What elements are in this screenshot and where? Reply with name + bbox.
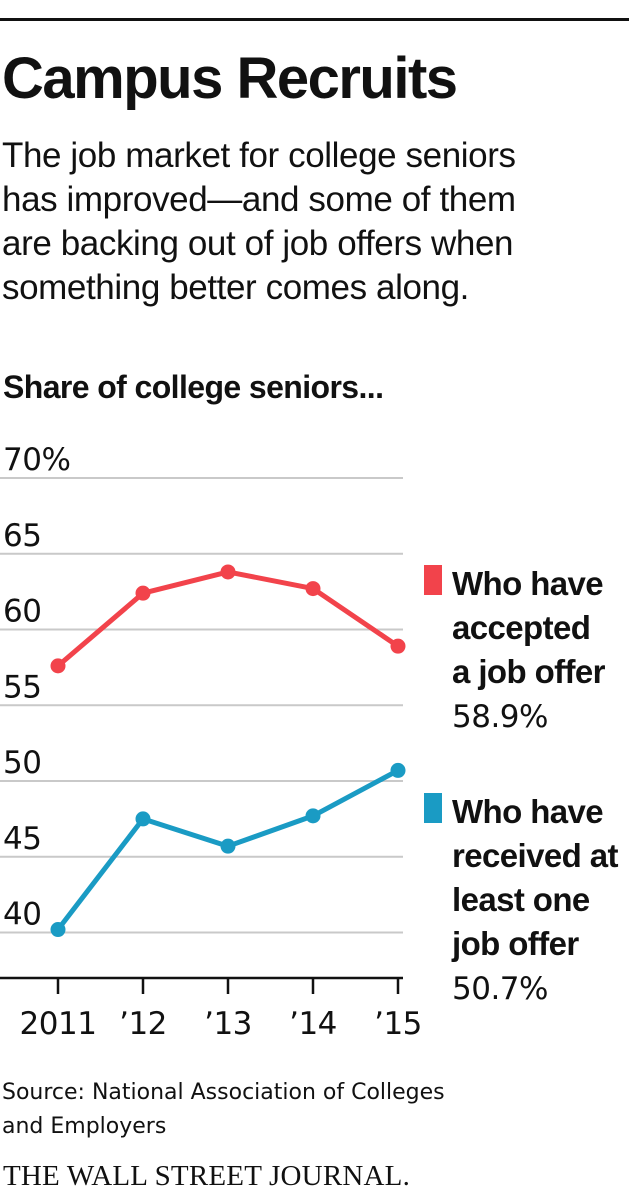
y-tick-label: 55 bbox=[3, 669, 41, 705]
legend-value: 58.9% bbox=[452, 699, 548, 735]
x-axis bbox=[0, 976, 403, 994]
legend-swatch bbox=[424, 565, 442, 595]
x-tick-label: ’13 bbox=[204, 1006, 252, 1042]
chart-title: Campus Recruits bbox=[2, 46, 458, 111]
y-tick-label: 60 bbox=[3, 594, 41, 630]
series-line-1 bbox=[55, 569, 401, 669]
legend-label: Who have bbox=[452, 565, 603, 602]
y-tick-label: 50 bbox=[3, 745, 41, 781]
data-point bbox=[305, 808, 321, 824]
subtitle-line: has improved—and some of them bbox=[2, 180, 516, 219]
legend-label: Who have bbox=[452, 793, 603, 830]
subtitle-line: something better comes along. bbox=[2, 268, 470, 307]
source-line: Source: National Association of Colleges bbox=[2, 1080, 445, 1105]
legend-label: accepted bbox=[452, 609, 590, 646]
y-tick-label: 70% bbox=[3, 442, 70, 478]
data-point bbox=[50, 922, 66, 938]
source-line: and Employers bbox=[2, 1114, 167, 1139]
top-rule bbox=[0, 18, 629, 21]
data-point bbox=[135, 811, 151, 827]
legend-label: least one bbox=[452, 881, 590, 918]
data-point bbox=[305, 581, 321, 597]
data-point bbox=[390, 762, 406, 778]
chart-heading: Share of college seniors... bbox=[3, 369, 384, 405]
legend-label: a job offer bbox=[452, 653, 606, 690]
data-point bbox=[135, 585, 151, 601]
legend-label: received at bbox=[452, 837, 618, 874]
legend-label: job offer bbox=[451, 925, 579, 962]
legend-swatch bbox=[424, 793, 442, 823]
chart-subtitle: The job market for college seniors has i… bbox=[2, 134, 632, 310]
x-tick-label: ’14 bbox=[289, 1006, 337, 1042]
y-tick-label: 40 bbox=[3, 897, 41, 933]
legend-value: 50.7% bbox=[452, 971, 548, 1007]
gridlines bbox=[0, 477, 403, 934]
data-point bbox=[50, 658, 66, 674]
y-tick-label: 65 bbox=[3, 518, 41, 554]
data-point bbox=[220, 564, 236, 580]
data-point bbox=[390, 638, 406, 654]
series-lines bbox=[50, 564, 406, 938]
x-tick-label: ’12 bbox=[119, 1006, 167, 1042]
subtitle-line: are backing out of job offers when bbox=[2, 224, 514, 263]
y-tick-label: 45 bbox=[3, 821, 41, 857]
data-point bbox=[220, 838, 236, 854]
axis-labels: 70% 65 60 55 50 45 40 2011 ’12 ’13 ’14 ’15 bbox=[3, 442, 422, 1042]
subtitle-line: The job market for college seniors bbox=[2, 136, 516, 175]
x-tick-label: ’15 bbox=[374, 1006, 422, 1042]
publisher-logo: THE WALL STREET JOURNAL. bbox=[3, 1160, 411, 1192]
x-tick-label: 2011 bbox=[20, 1006, 97, 1042]
series-legend: Who have accepted a job offer 58.9% Who have… bbox=[424, 565, 619, 1007]
source-note: Source: National Association of Colleges… bbox=[2, 1076, 445, 1144]
